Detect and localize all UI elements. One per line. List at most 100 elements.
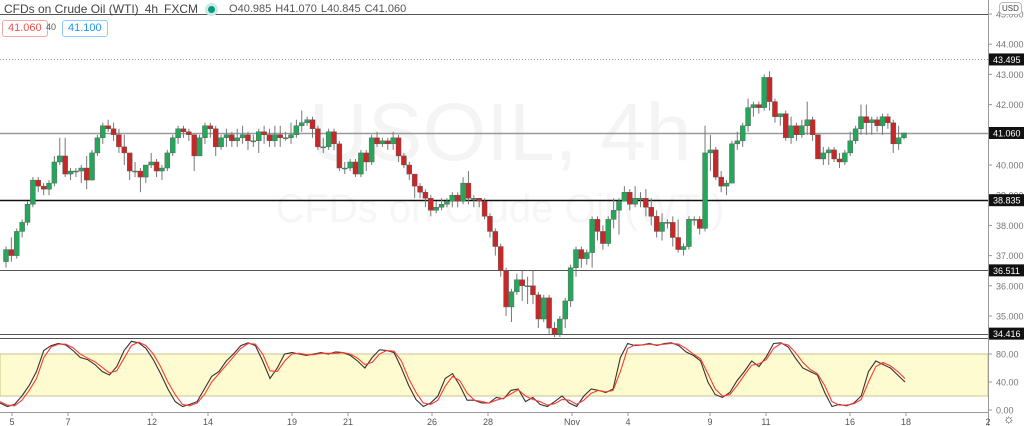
candle [454, 194, 461, 202]
candle [315, 128, 321, 148]
time-tick-label: 16 [845, 417, 855, 426]
price-level-badge[interactable] [989, 53, 1024, 66]
candle [395, 137, 402, 157]
candle [282, 137, 289, 140]
candle [535, 294, 542, 320]
candle [411, 173, 418, 187]
price-axis[interactable]: 45.00044.00043.00042.00040.00039.00038.0… [988, 10, 1024, 416]
candle [557, 318, 563, 335]
candle [826, 149, 832, 154]
time-axis[interactable]: 5 7 12 14 19 21 26 28 Nov 4 9 11 16 18 2 [9, 412, 991, 426]
candle [616, 201, 622, 211]
price-tick-label: 42.000 [996, 100, 1024, 110]
candle [153, 161, 160, 172]
candle [465, 182, 472, 199]
time-tick-label: 18 [901, 417, 911, 426]
timeframe[interactable]: 4h [144, 2, 159, 16]
candle [234, 137, 240, 142]
price-level-label: 41.060 [993, 128, 1021, 138]
candle [820, 152, 827, 160]
candle [858, 116, 864, 129]
candle [256, 131, 262, 142]
candle [40, 185, 47, 190]
candle [621, 191, 628, 202]
candle [191, 134, 197, 157]
candle [562, 300, 568, 320]
candle [675, 237, 681, 250]
candle [57, 155, 63, 163]
candle [498, 246, 504, 271]
candle [761, 77, 767, 108]
candle [358, 152, 364, 175]
candle [524, 285, 531, 287]
candle [766, 77, 773, 102]
price-level-label: 43.495 [993, 55, 1021, 65]
candle [245, 134, 251, 142]
candle [3, 249, 9, 262]
candle [148, 161, 154, 166]
candle [793, 125, 800, 135]
candle [19, 222, 25, 232]
candle [589, 219, 595, 253]
candle [723, 182, 730, 187]
time-tick-label: 14 [203, 417, 213, 426]
currency-label[interactable]: USD [999, 2, 1022, 15]
candle [143, 164, 149, 178]
sell-price-button[interactable]: 41.060 [2, 20, 48, 37]
candle [385, 140, 391, 145]
candle [777, 113, 784, 117]
symbol-name[interactable]: CFDs on Crude Oil (WTI) [4, 2, 139, 16]
time-tick-label: 19 [287, 417, 297, 426]
candle [874, 119, 880, 126]
candle [648, 207, 654, 217]
candle [277, 134, 283, 139]
price-level-badge[interactable] [989, 327, 1024, 340]
candle [492, 231, 499, 247]
candle [750, 104, 757, 108]
candle [600, 231, 606, 244]
time-tick-label: 2 [985, 417, 990, 426]
candle [8, 249, 15, 256]
candle [879, 116, 886, 126]
candle [89, 152, 95, 181]
candle [159, 167, 165, 172]
price-level-label: 34.416 [993, 329, 1021, 339]
candle [530, 285, 536, 296]
price-level-badge[interactable] [989, 194, 1024, 207]
ohlc-close: C41.060 [364, 3, 407, 15]
candle [73, 170, 79, 173]
candle [514, 279, 520, 293]
candle [272, 134, 278, 142]
buy-price-button[interactable]: 41.100 [62, 20, 108, 37]
time-tick-label: 11 [761, 417, 770, 426]
candle [863, 116, 870, 123]
candle [852, 128, 859, 142]
candle [304, 119, 310, 123]
price-tick-label: 40.000 [996, 161, 1024, 171]
candle [83, 167, 90, 181]
candle [213, 128, 219, 148]
candle [137, 170, 144, 178]
time-tick-label: 7 [65, 417, 70, 426]
stochastic-line [0, 340, 906, 408]
candle [175, 128, 181, 139]
candle [374, 137, 380, 145]
candle [696, 219, 703, 229]
price-tick-label: 38.000 [996, 221, 1024, 231]
candle [895, 137, 902, 145]
candle [653, 216, 660, 232]
horizontal-levels[interactable] [0, 14, 988, 339]
time-tick-label: 21 [343, 417, 353, 426]
candle [546, 297, 552, 329]
price-tick-label: 35.000 [996, 312, 1024, 322]
price-level-badge[interactable] [989, 126, 1024, 139]
candle [508, 291, 515, 308]
price-tick-label: 43.000 [996, 70, 1024, 80]
candle [584, 252, 590, 259]
candle [804, 119, 810, 126]
price-level-badge[interactable] [989, 264, 1024, 277]
settings-gear-icon[interactable]: ☼ [1003, 411, 1015, 426]
candle [734, 140, 741, 145]
candle [30, 179, 36, 205]
